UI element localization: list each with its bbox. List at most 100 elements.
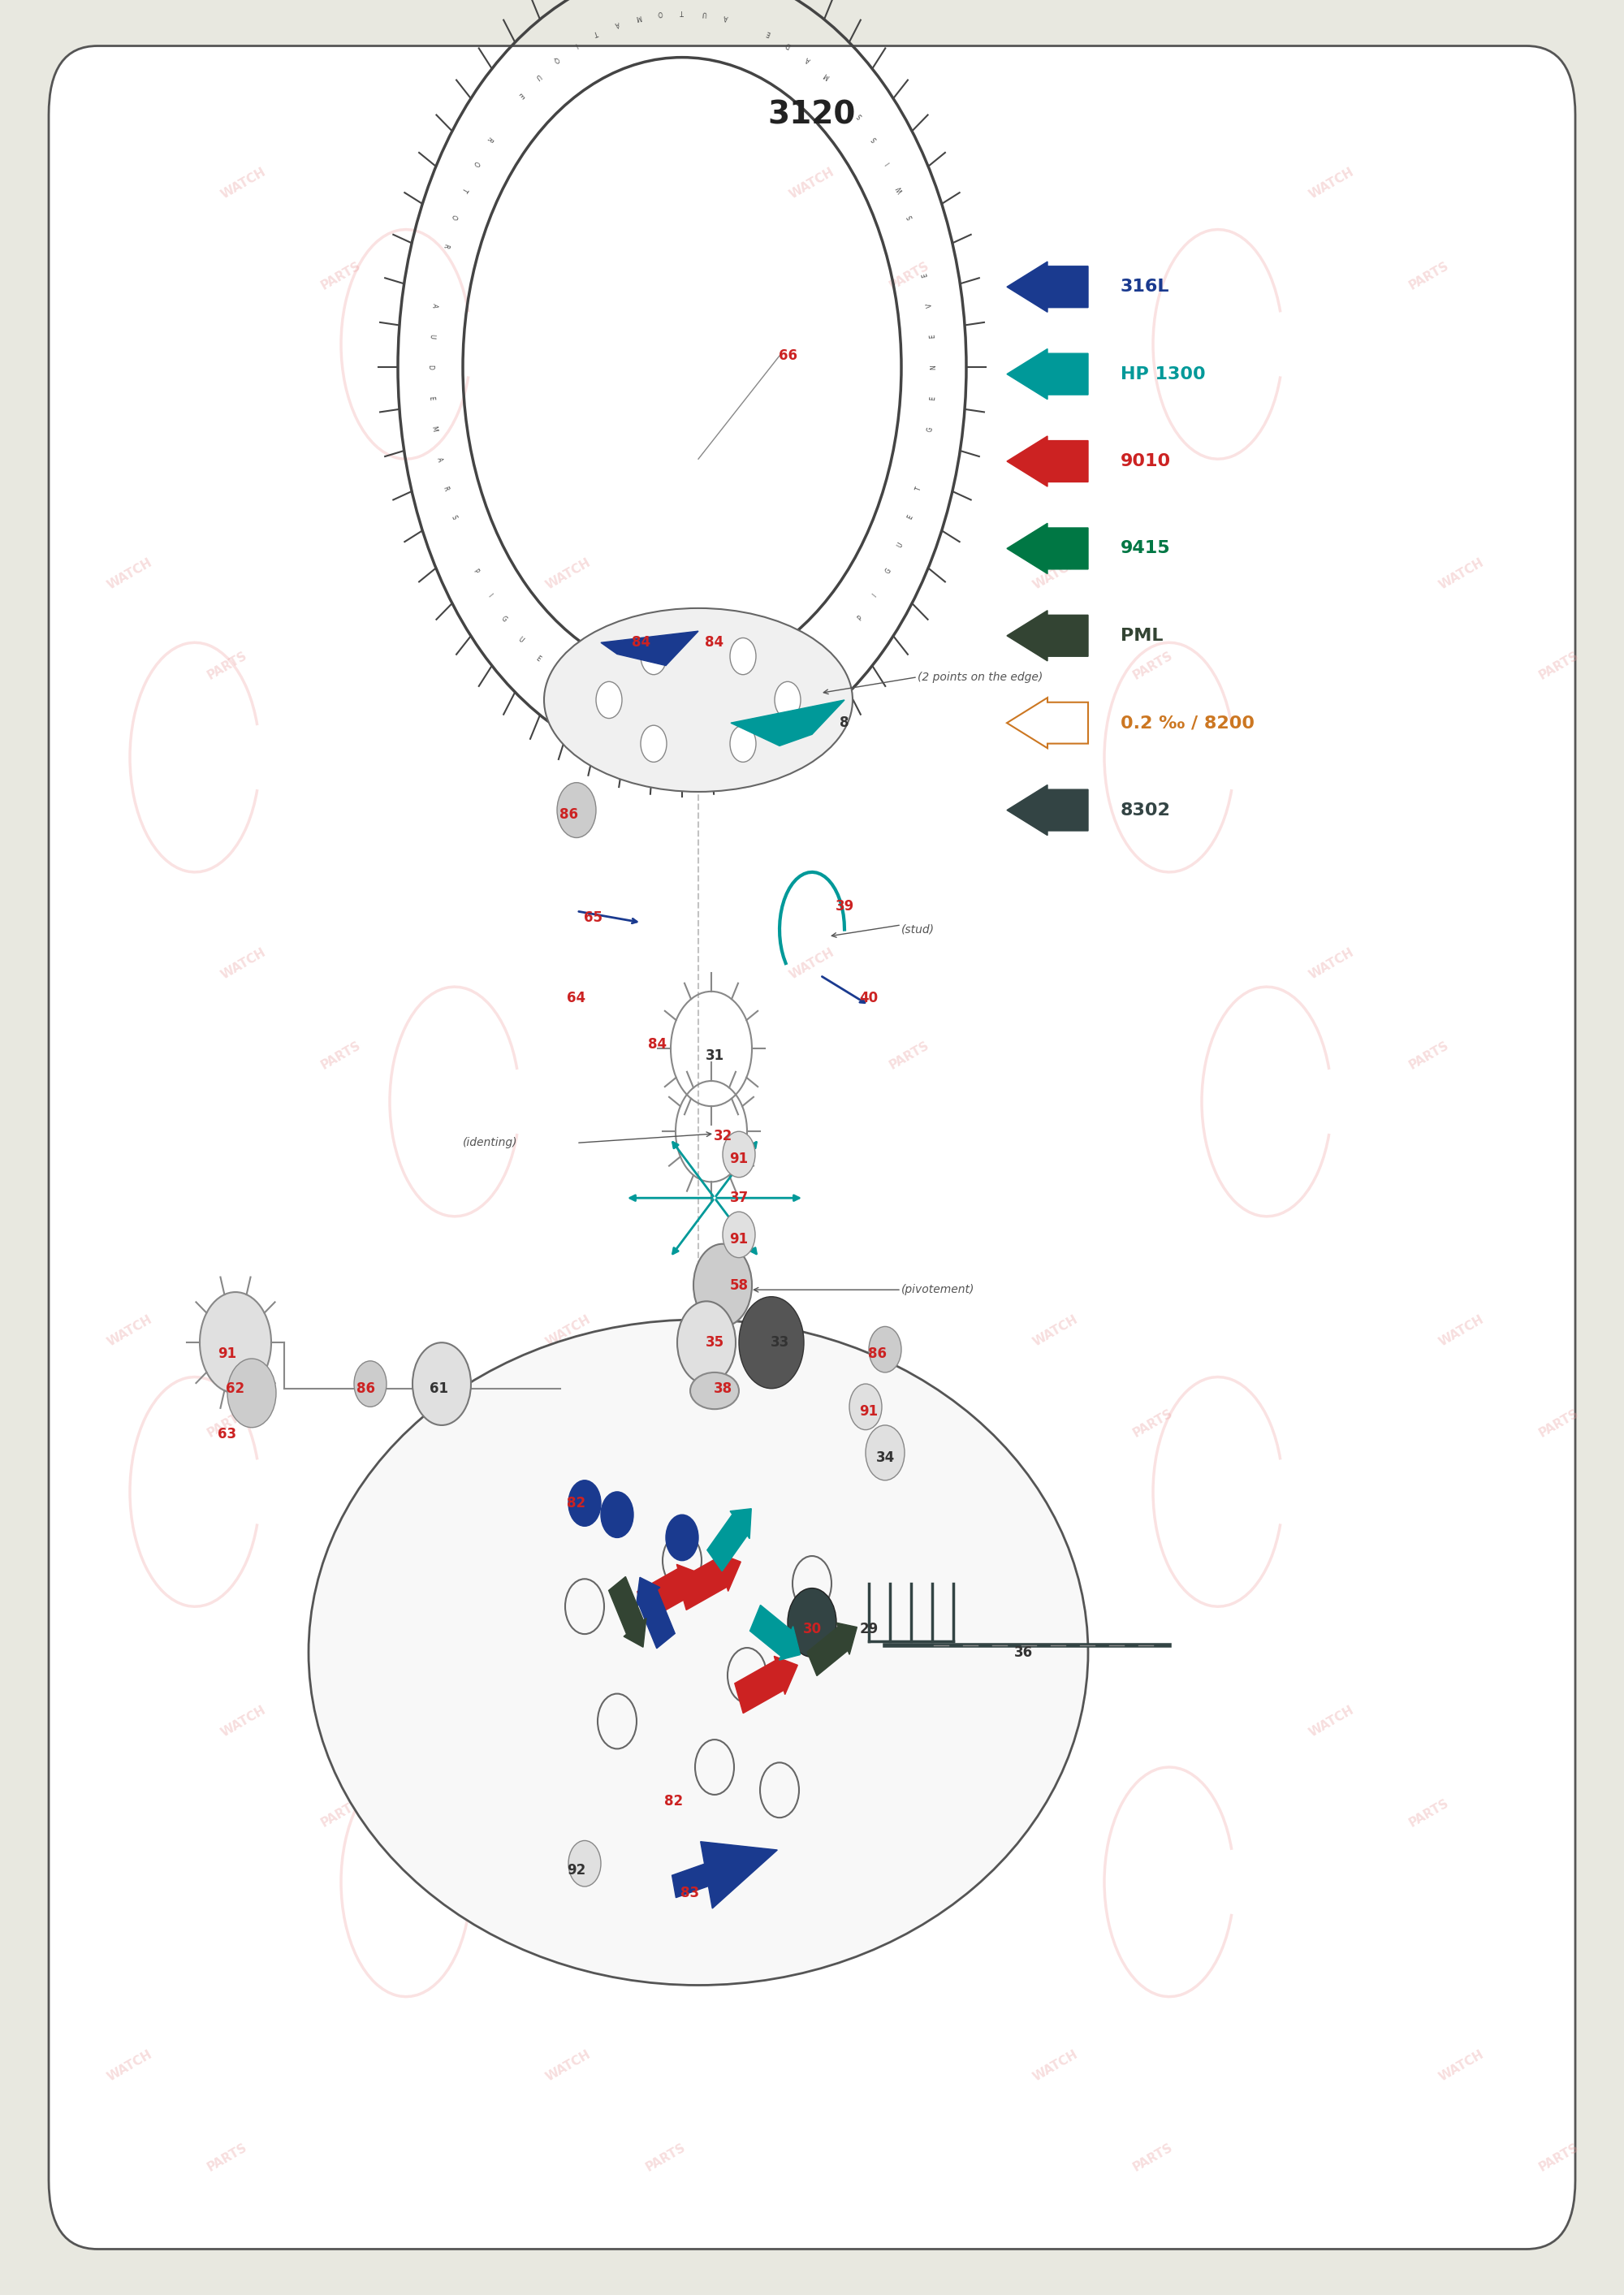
FancyArrow shape (750, 1604, 801, 1659)
FancyArrow shape (1007, 610, 1088, 661)
Circle shape (731, 725, 757, 762)
Text: PARTS: PARTS (1406, 1040, 1452, 1072)
FancyArrow shape (734, 1657, 797, 1712)
Text: 91: 91 (218, 1347, 237, 1361)
Circle shape (723, 1212, 755, 1258)
Text: PARTS: PARTS (1130, 1407, 1176, 1439)
Text: 61: 61 (429, 1382, 448, 1395)
Ellipse shape (544, 608, 853, 792)
Text: 30: 30 (802, 1623, 822, 1636)
Text: E: E (658, 718, 663, 725)
Text: A: A (614, 21, 620, 28)
Text: A: A (723, 14, 729, 21)
Text: WATCH: WATCH (106, 2047, 154, 2084)
Text: P: P (856, 615, 864, 622)
Text: WATCH: WATCH (544, 555, 593, 592)
Circle shape (869, 1327, 901, 1372)
Text: P: P (473, 567, 481, 574)
Ellipse shape (690, 1372, 739, 1409)
Text: WATCH: WATCH (219, 165, 268, 202)
Text: PARTS: PARTS (643, 649, 689, 682)
Text: PARTS: PARTS (643, 1407, 689, 1439)
Text: WATCH: WATCH (788, 946, 836, 982)
Text: U: U (427, 333, 435, 340)
Text: E: E (744, 707, 750, 714)
Text: D: D (784, 41, 793, 48)
Text: D: D (427, 365, 434, 369)
Text: T: T (680, 7, 684, 16)
Text: E: E (427, 397, 435, 399)
FancyArrow shape (1007, 349, 1088, 399)
Text: S: S (450, 514, 458, 521)
Circle shape (601, 1492, 633, 1538)
Text: O: O (658, 9, 663, 16)
FancyArrow shape (677, 1554, 741, 1609)
Text: 86: 86 (559, 808, 578, 822)
Text: E: E (929, 397, 937, 399)
Text: 316L: 316L (1121, 278, 1169, 296)
Text: 86: 86 (867, 1347, 887, 1361)
Circle shape (557, 783, 596, 838)
Text: D: D (723, 714, 729, 721)
Text: PARTS: PARTS (318, 1040, 364, 1072)
Text: WATCH: WATCH (106, 1313, 154, 1349)
Text: M: M (765, 698, 771, 707)
Circle shape (866, 1425, 905, 1480)
Text: O: O (471, 158, 481, 168)
Text: PARTS: PARTS (1536, 2141, 1582, 2173)
Text: 37: 37 (729, 1191, 749, 1205)
Text: I: I (486, 592, 492, 599)
Text: PARTS: PARTS (205, 2141, 250, 2173)
Text: 9010: 9010 (1121, 452, 1171, 470)
Text: (identing): (identing) (463, 1138, 518, 1148)
Text: 34: 34 (875, 1450, 895, 1464)
Text: WATCH: WATCH (1031, 2047, 1080, 2084)
Text: O: O (450, 213, 458, 220)
Text: E: E (921, 273, 929, 278)
Text: 91: 91 (859, 1405, 879, 1418)
Text: S: S (823, 654, 830, 663)
Text: E: E (516, 92, 525, 99)
Text: WATCH: WATCH (1307, 165, 1356, 202)
Text: 9415: 9415 (1121, 539, 1171, 558)
Circle shape (640, 725, 666, 762)
Text: PARTS: PARTS (887, 259, 932, 291)
Text: PARTS: PARTS (887, 1040, 932, 1072)
Circle shape (788, 1588, 836, 1657)
FancyArrow shape (672, 1841, 778, 1909)
Text: WATCH: WATCH (1031, 1313, 1080, 1349)
Text: PARTS: PARTS (1406, 1797, 1452, 1829)
Text: G: G (593, 698, 599, 707)
Text: 32: 32 (713, 1129, 732, 1143)
Text: E: E (534, 654, 541, 663)
Text: 65: 65 (583, 911, 603, 925)
Text: 62: 62 (226, 1382, 245, 1395)
Text: WATCH: WATCH (788, 165, 836, 202)
FancyArrow shape (1007, 523, 1088, 574)
Text: 33: 33 (770, 1336, 789, 1349)
Text: 83: 83 (680, 1886, 700, 1900)
Text: V: V (926, 303, 934, 308)
Text: PARTS: PARTS (318, 1797, 364, 1829)
Text: T: T (460, 186, 468, 193)
Text: 84: 84 (705, 636, 724, 649)
Polygon shape (731, 700, 844, 746)
FancyArrow shape (807, 1623, 857, 1675)
Text: A: A (680, 718, 684, 728)
Text: I: I (885, 161, 892, 165)
Text: 84: 84 (648, 1037, 667, 1051)
Circle shape (200, 1292, 271, 1393)
Text: E: E (614, 707, 620, 714)
Text: 66: 66 (778, 349, 797, 363)
Text: 82: 82 (664, 1795, 684, 1808)
Text: PARTS: PARTS (1536, 649, 1582, 682)
Text: 91: 91 (729, 1232, 749, 1246)
Circle shape (354, 1361, 387, 1407)
Text: 58: 58 (729, 1278, 749, 1292)
Circle shape (412, 1343, 471, 1425)
Text: WATCH: WATCH (1437, 1313, 1486, 1349)
Text: WATCH: WATCH (1307, 946, 1356, 982)
Text: WATCH: WATCH (1031, 555, 1080, 592)
Circle shape (596, 682, 622, 718)
Text: WATCH: WATCH (1437, 2047, 1486, 2084)
